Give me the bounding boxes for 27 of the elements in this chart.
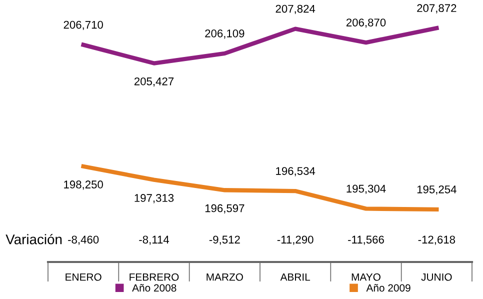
- x-tick-label: ENERO: [66, 273, 102, 281]
- data-label: 206,109: [205, 30, 244, 39]
- data-label: 198,250: [64, 180, 103, 190]
- x-tick-label: ABRIL: [280, 273, 310, 281]
- data-label: 197,313: [134, 194, 174, 204]
- text: -8,114: [139, 236, 170, 245]
- x-tick-label: FEBRERO: [130, 273, 179, 281]
- text: -8,460: [68, 236, 99, 245]
- legend-label: Año 2008: [132, 284, 176, 292]
- data-label: 196,597: [205, 204, 244, 214]
- data-label: 196,534: [276, 167, 316, 176]
- text: -12,618: [418, 236, 456, 245]
- text: -11,290: [277, 236, 314, 245]
- x-tick-label: JUNIO: [421, 273, 452, 281]
- legend-label: Año 2009: [366, 284, 410, 292]
- x-tick-label: MAYO: [352, 273, 380, 281]
- data-label: 207,824: [276, 4, 316, 14]
- text: -11,566: [348, 236, 384, 245]
- text: -9,512: [209, 236, 240, 245]
- data-label: 205,427: [134, 77, 174, 87]
- data-label: 195,304: [346, 184, 386, 194]
- text: Variación: [6, 234, 62, 244]
- x-tick-label: MARZO: [206, 273, 243, 281]
- data-label: 206,710: [64, 20, 103, 30]
- data-label: 207,872: [417, 4, 456, 14]
- data-label: 195,254: [417, 185, 456, 195]
- data-label: 206,870: [346, 18, 386, 28]
